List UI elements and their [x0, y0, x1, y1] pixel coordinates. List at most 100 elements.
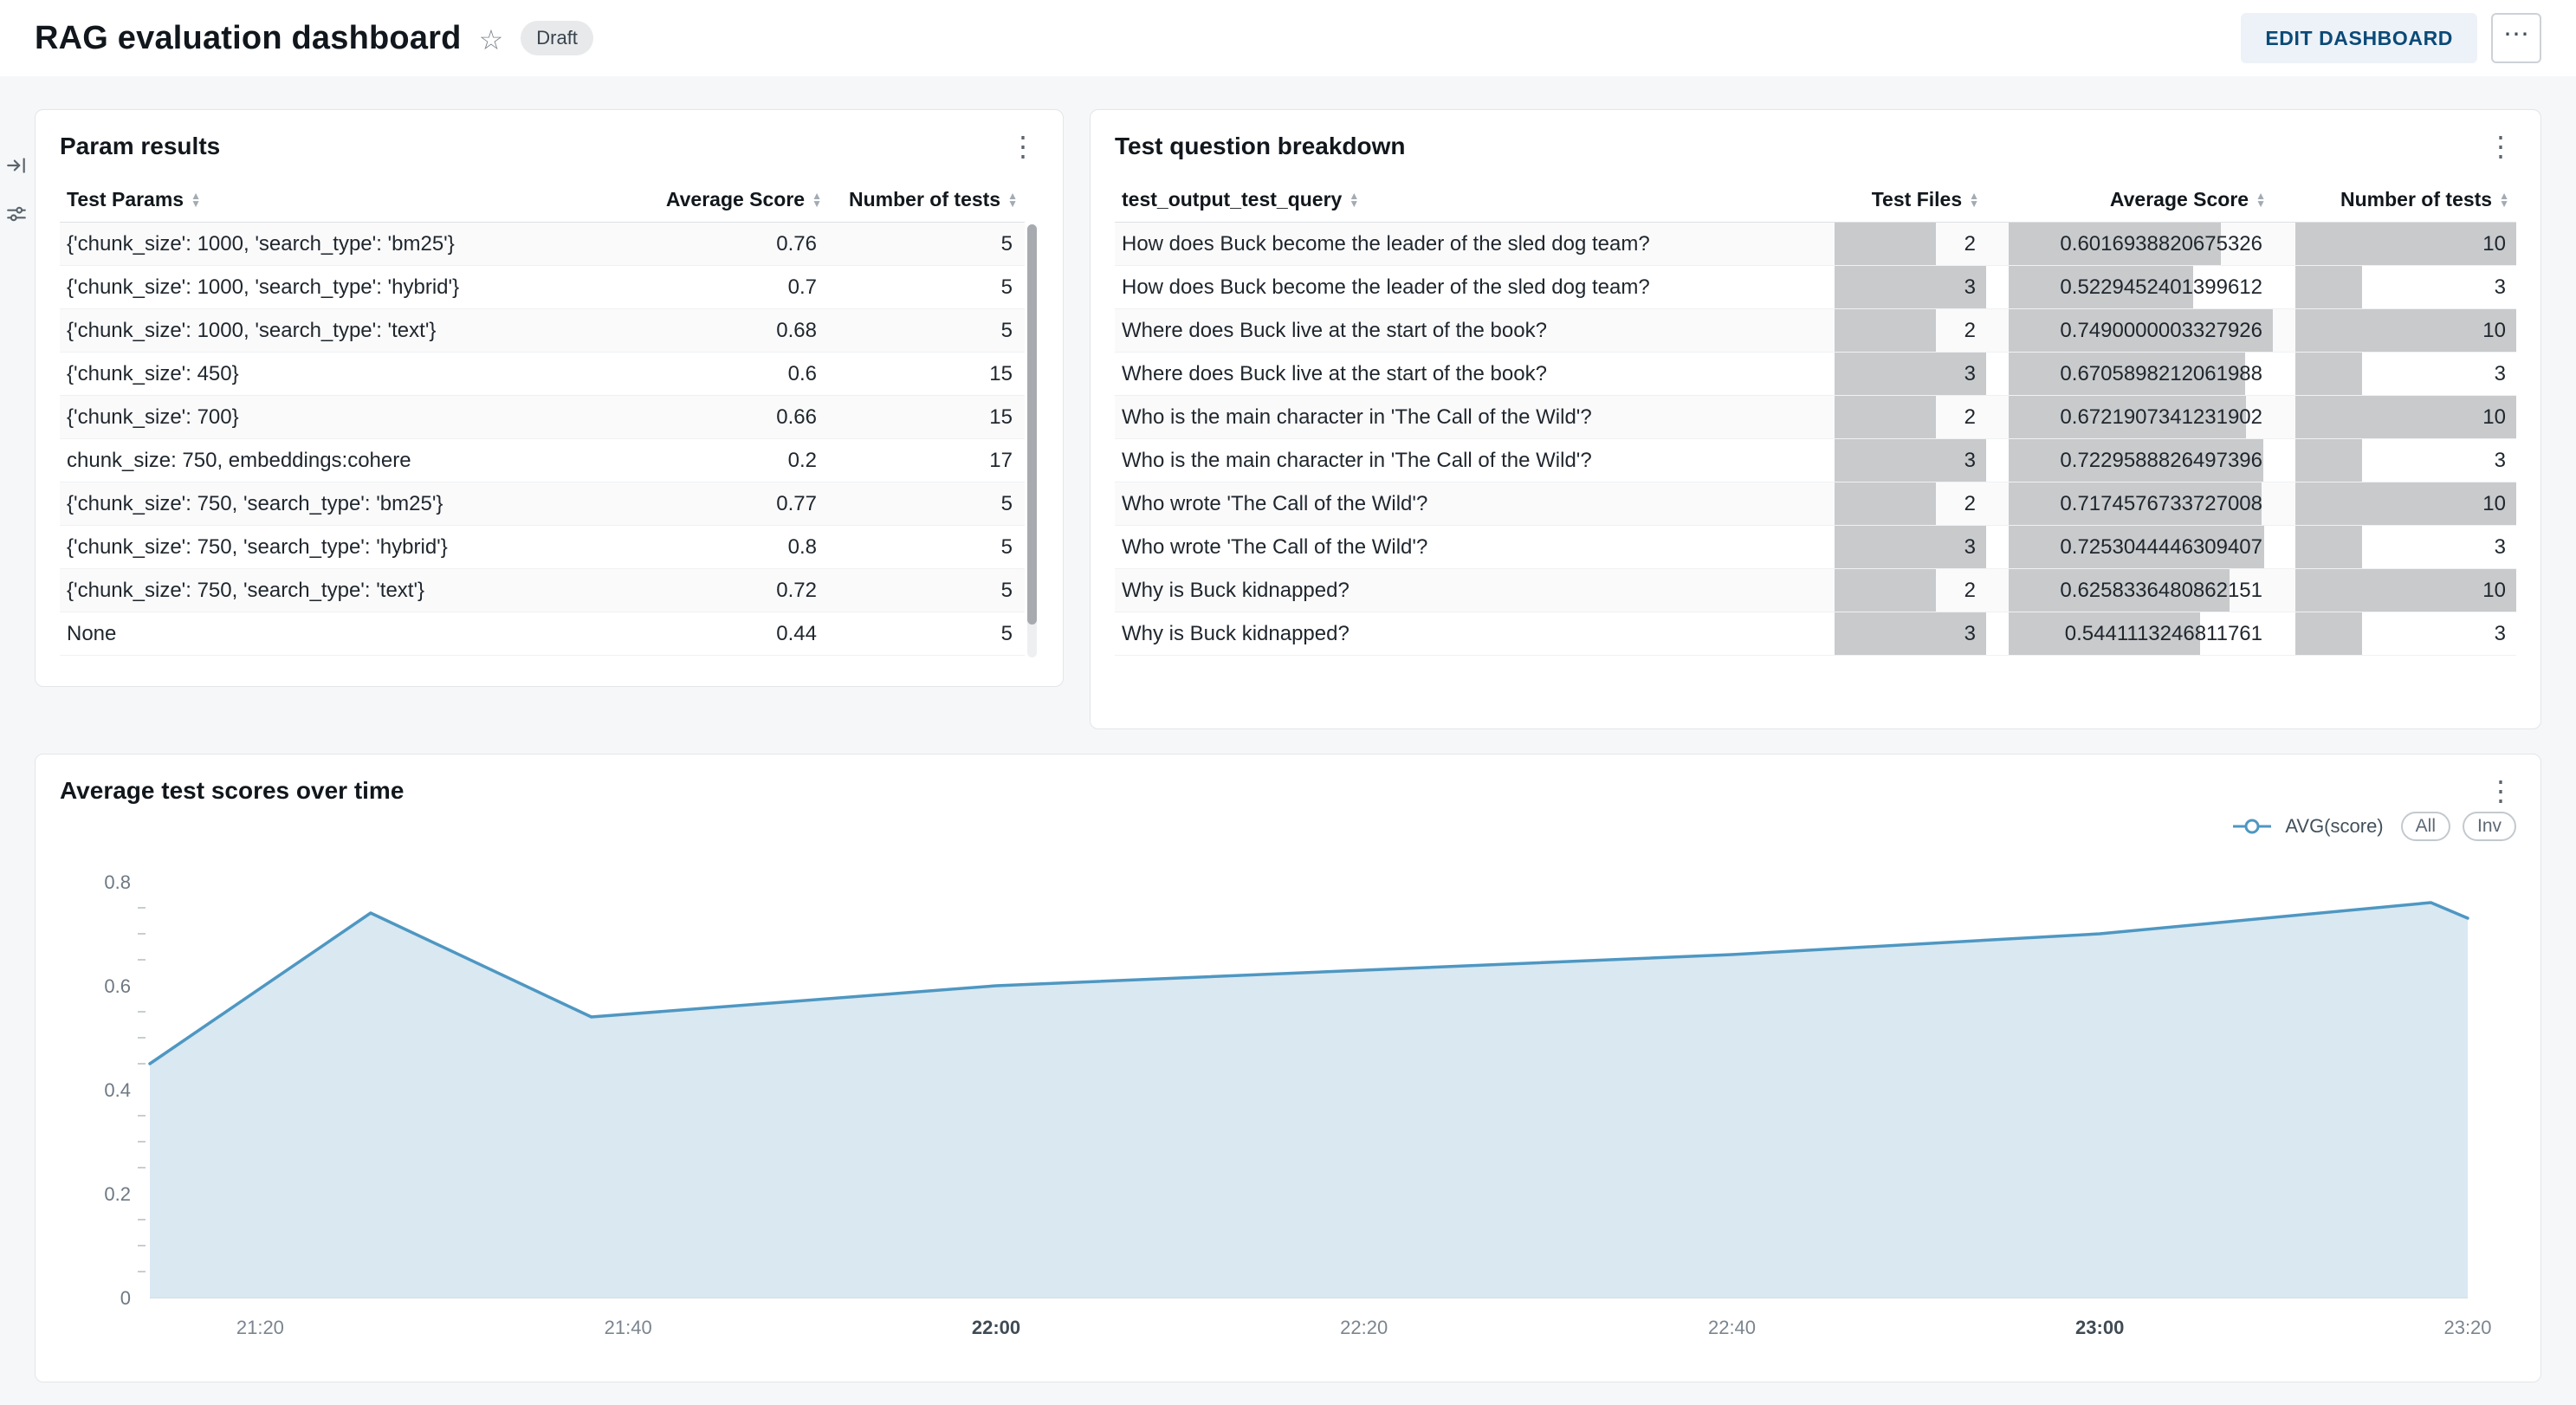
avg-score-cell: 0.7490000003327926 — [1986, 308, 2273, 353]
chart-area: 0 0.2 0.4 0.6 0.8 21:20 21:40 22:00 22:20 22:40 23… — [36, 845, 2540, 1339]
param-header-row: Test Params ▲ ▼ Average Score ▲ ▼ Number of te… — [60, 178, 1025, 223]
data-bar — [1835, 526, 1986, 568]
sort-icon: ▲ ▼ — [191, 189, 201, 210]
data-bar — [1835, 353, 1986, 395]
bar-value: 3 — [1964, 448, 1976, 472]
data-bar — [1835, 482, 1936, 525]
col-header-test-output-test-query[interactable]: test_output_test_query ▲ ▼ — [1115, 178, 1812, 223]
num-tests-cell: 10 — [2273, 222, 2516, 266]
qb-header-row: test_output_test_query ▲ ▼ Test Files ▲ ▼ Aver… — [1115, 178, 2516, 223]
test-files-cell: 2 — [1812, 568, 1986, 612]
avg-score-cell: 0.6721907341231902 — [1986, 395, 2273, 439]
data-bar — [2295, 569, 2516, 612]
sort-icon: ▲ ▼ — [1349, 189, 1360, 210]
param-cell: chunk_size: 750, embeddings:cohere — [60, 438, 616, 482]
svg-text:0.8: 0.8 — [104, 871, 131, 893]
query-cell: Why is Buck kidnapped? — [1115, 568, 1812, 612]
svg-text:21:40: 21:40 — [605, 1317, 652, 1335]
legend-series-label: AVG(score) — [2285, 815, 2384, 837]
query-cell: Who wrote 'The Call of the Wild'? — [1115, 525, 1812, 569]
col-header-test-params[interactable]: Test Params ▲ ▼ — [60, 178, 616, 223]
bar-value: 10 — [2482, 578, 2506, 602]
param-cell: None — [60, 612, 616, 656]
avg-score-cell: 0.66 — [616, 395, 829, 439]
data-bar — [2295, 612, 2362, 655]
qb-table-row: Who wrote 'The Call of the Wild'? 3 0.7253… — [1115, 525, 2516, 569]
draft-status-badge: Draft — [521, 21, 593, 55]
col-header-test-files[interactable]: Test Files ▲ ▼ — [1812, 178, 1986, 223]
num-tests-cell: 10 — [2273, 568, 2516, 612]
param-table-row: {'chunk_size': 750, 'search_type': 'hybr… — [60, 525, 1025, 569]
col-header-average-score[interactable]: Average Score ▲ ▼ — [616, 178, 829, 223]
test-files-cell: 3 — [1812, 352, 1986, 396]
more-options-button[interactable]: ⋯ — [2491, 13, 2541, 63]
col-header-number-of-tests[interactable]: Number of tests ▲ ▼ — [829, 178, 1025, 223]
page-title: RAG evaluation dashboard — [35, 19, 462, 56]
bar-value: 2 — [1964, 231, 1976, 256]
scrollbar-thumb[interactable] — [1027, 224, 1037, 625]
bar-value: 2 — [1964, 318, 1976, 342]
scores-over-time-title: Average test scores over time — [60, 777, 405, 804]
edit-dashboard-button[interactable]: EDIT DASHBOARD — [2241, 13, 2477, 63]
param-table-scrollbar[interactable] — [1027, 224, 1037, 657]
param-results-title: Param results — [60, 133, 221, 159]
data-bar — [2295, 482, 2516, 525]
col-header-average-score[interactable]: Average Score ▲ ▼ — [1986, 178, 2273, 223]
qb-table-row: Where does Buck live at the start of the… — [1115, 352, 2516, 396]
range-inv-button[interactable]: Inv — [2462, 812, 2516, 841]
data-bar — [1835, 612, 1986, 655]
bar-value: 0.6258336480862151 — [2060, 578, 2262, 602]
data-bar — [2295, 526, 2362, 568]
avg-score-cell: 0.7 — [616, 265, 829, 309]
kebab-menu-icon[interactable]: ⋮ — [2487, 131, 2515, 162]
avg-score-cell: 0.5441113246811761 — [1986, 612, 2273, 656]
filter-icon[interactable] — [5, 203, 28, 225]
kebab-menu-icon[interactable]: ⋮ — [2487, 775, 2515, 806]
param-table-row: {'chunk_size': 750, 'search_type': 'text… — [60, 568, 1025, 612]
num-tests-cell: 10 — [2273, 395, 2516, 439]
avg-score-cell: 0.6 — [616, 352, 829, 396]
num-tests-cell: 3 — [2273, 525, 2516, 569]
bar-value: 0.6016938820675326 — [2060, 231, 2262, 256]
param-table-row: None 0.44 5 — [60, 612, 1025, 656]
data-bar — [2295, 396, 2516, 438]
num-tests-cell: 5 — [829, 222, 1025, 266]
avg-score-cell: 0.68 — [616, 308, 829, 353]
test-files-cell: 2 — [1812, 482, 1986, 526]
data-bar — [2009, 309, 2273, 352]
param-results-table: Test Params ▲ ▼ Average Score ▲ ▼ Number of te… — [60, 178, 1025, 656]
param-cell: {'chunk_size': 750, 'search_type': 'hybr… — [60, 525, 616, 569]
data-bar — [2009, 612, 2201, 655]
param-table-row: {'chunk_size': 1000, 'search_type': 'bm2… — [60, 222, 1025, 266]
kebab-menu-icon[interactable]: ⋮ — [1009, 131, 1037, 162]
range-all-button[interactable]: All — [2400, 812, 2450, 841]
sort-icon: ▲ ▼ — [1007, 189, 1018, 210]
bar-value: 0.7174576733727008 — [2060, 491, 2262, 515]
question-breakdown-card: Test question breakdown ⋮ test_output_te… — [1090, 109, 2541, 729]
question-breakdown-title: Test question breakdown — [1115, 133, 1406, 159]
scores-line-chart: 0 0.2 0.4 0.6 0.8 21:20 21:40 22:00 22:20 22:40 23… — [104, 871, 2491, 1338]
avg-score-cell: 0.6258336480862151 — [1986, 568, 2273, 612]
data-bar — [2295, 309, 2516, 352]
bar-value: 3 — [2494, 621, 2506, 645]
data-bar — [2009, 266, 2193, 308]
num-tests-cell: 3 — [2273, 438, 2516, 482]
test-files-cell: 2 — [1812, 222, 1986, 266]
col-header-number-of-tests[interactable]: Number of tests ▲ ▼ — [2273, 178, 2516, 223]
data-bar — [1835, 266, 1986, 308]
data-bar — [2009, 396, 2246, 438]
svg-text:23:00: 23:00 — [2075, 1317, 2124, 1335]
favorite-star-icon[interactable]: ☆ — [478, 24, 504, 55]
bar-value: 10 — [2482, 405, 2506, 429]
query-cell: Who is the main character in 'The Call o… — [1115, 395, 1812, 439]
bar-value: 3 — [2494, 361, 2506, 385]
num-tests-cell: 15 — [829, 395, 1025, 439]
expand-panel-icon[interactable] — [5, 154, 28, 177]
bar-value: 10 — [2482, 491, 2506, 515]
svg-text:0: 0 — [120, 1287, 131, 1309]
svg-text:22:40: 22:40 — [1708, 1317, 1756, 1335]
svg-text:21:20: 21:20 — [236, 1317, 284, 1335]
test-files-cell: 3 — [1812, 612, 1986, 656]
data-bar — [2009, 223, 2221, 265]
sort-icon: ▲ ▼ — [812, 189, 822, 210]
